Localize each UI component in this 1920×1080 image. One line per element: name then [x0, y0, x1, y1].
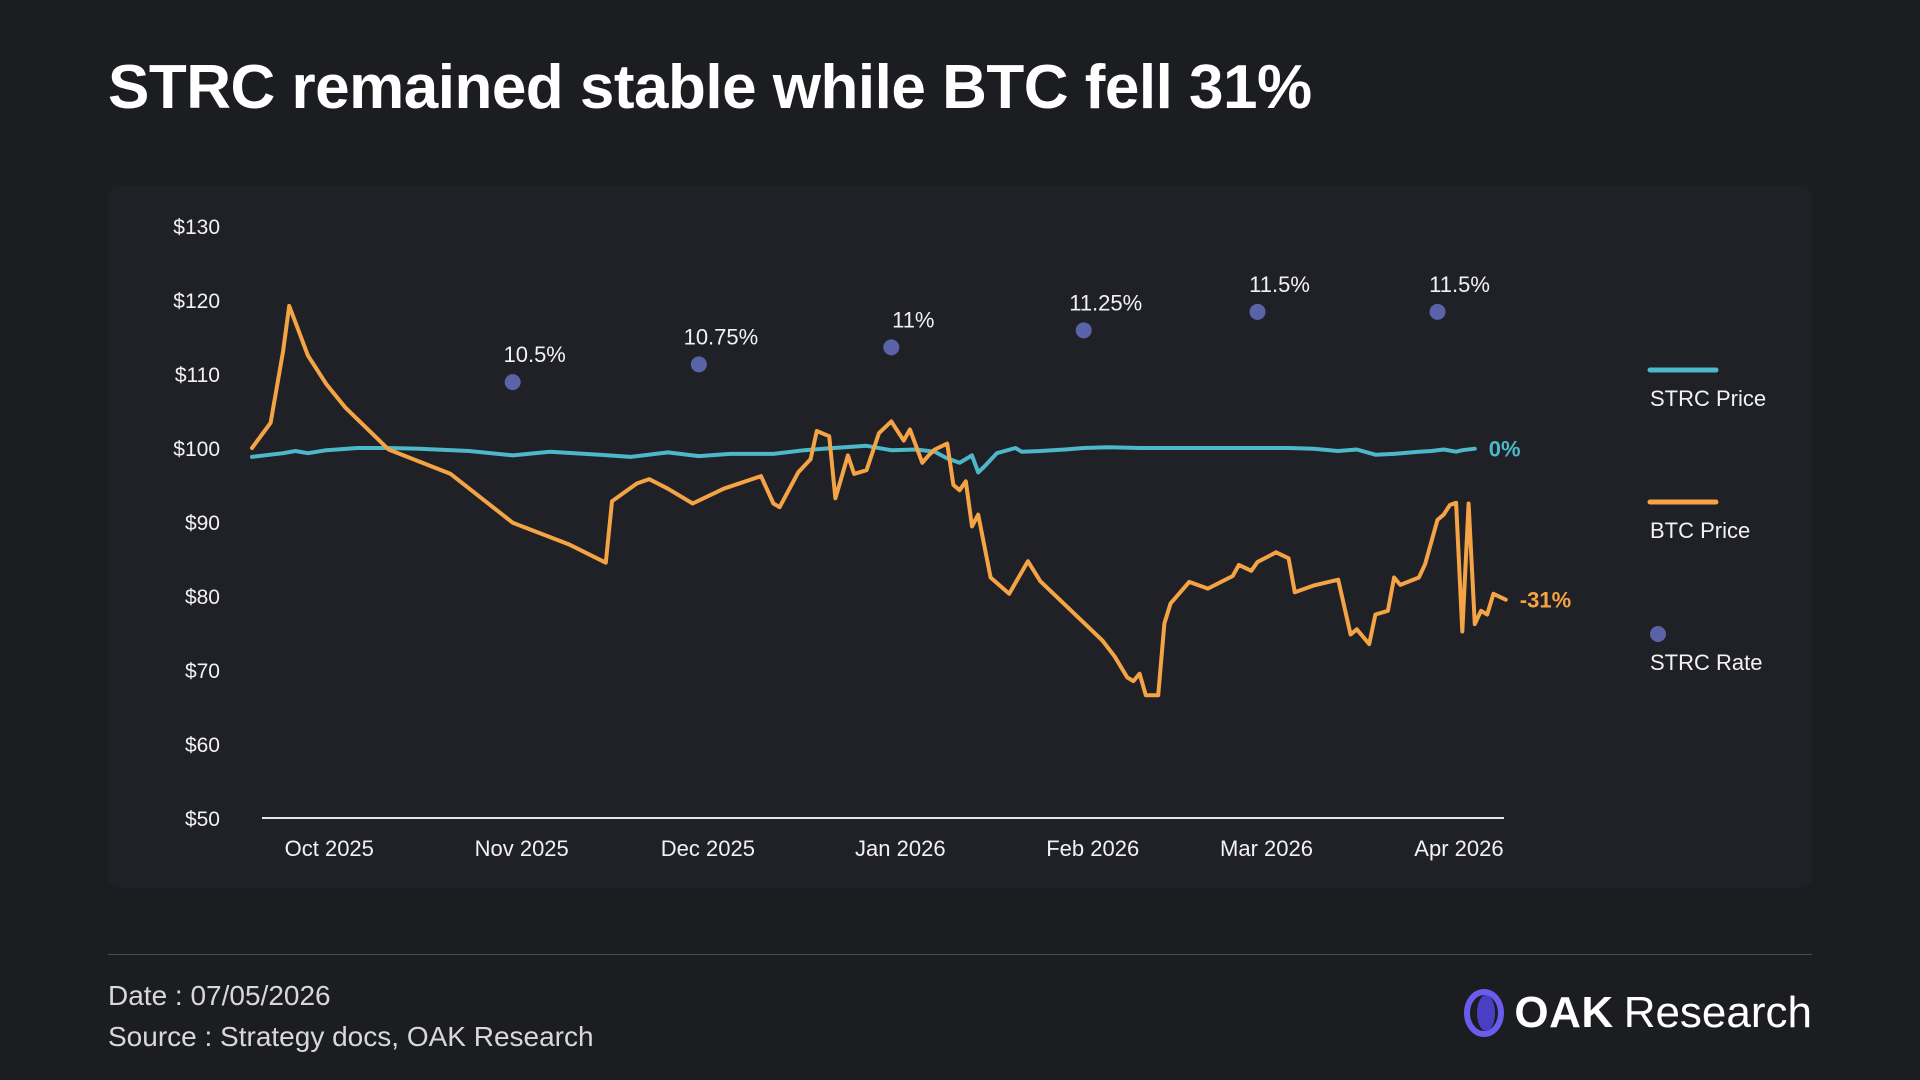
strc-rate-label: 11.5% — [1429, 272, 1490, 297]
x-tick-label: Feb 2026 — [1046, 836, 1139, 861]
y-tick-label: $70 — [185, 660, 220, 683]
y-tick-label: $100 — [173, 438, 220, 461]
x-tick-label: Oct 2025 — [285, 836, 374, 861]
brand-research-text: Research — [1623, 988, 1812, 1037]
chart-panel — [108, 186, 1812, 888]
brand-logo: OAK Research — [1464, 988, 1812, 1038]
strc-rate-dot — [883, 339, 900, 356]
brand-oak-text: OAK — [1514, 988, 1614, 1037]
y-tick-label: $120 — [173, 290, 220, 313]
page-title: STRC remained stable while BTC fell 31% — [108, 53, 1312, 122]
strc-price-line — [250, 443, 1477, 475]
oak-ring-logo-icon — [1464, 989, 1505, 1037]
footer-source: Source : Strategy docs, OAK Research — [108, 1021, 594, 1052]
strc-rate-dot — [690, 356, 707, 373]
y-tick-label: $60 — [185, 734, 220, 757]
legend-swatch — [1650, 626, 1666, 642]
x-tick-label: Apr 2026 — [1414, 836, 1503, 861]
strc-rate-label: 10.5% — [503, 342, 565, 367]
footer-date: Date : 07/05/2026 — [108, 980, 331, 1011]
x-axis-ticks: Oct 2025 Nov 2025 Dec 2025 Jan 2026 Feb 2026… — [285, 836, 1504, 861]
strc-rate-dot — [1429, 303, 1446, 320]
y-tick-label: $130 — [173, 216, 220, 239]
btc-price-end-label: -31% — [1520, 588, 1571, 613]
x-tick-label: Dec 2025 — [661, 836, 755, 861]
strc-rate-label: 11.5% — [1249, 272, 1310, 297]
y-tick-label: $110 — [175, 364, 220, 387]
strc-rate-dot — [1249, 303, 1266, 320]
strc-rate-label: 11.25% — [1069, 290, 1142, 315]
y-tick-label: $80 — [185, 586, 220, 609]
x-tick-label: Nov 2025 — [475, 836, 569, 861]
legend-label: STRC Price — [1650, 386, 1766, 411]
strc-price-end-label: 0% — [1489, 437, 1521, 462]
btc-price-line — [250, 303, 1508, 698]
footer-divider — [108, 954, 1812, 955]
x-tick-label: Mar 2026 — [1220, 836, 1313, 861]
y-axis-ticks: $130 $120 $110 $100 $90 $80 $70 $60 $50 — [173, 216, 220, 831]
strc-rate-dot — [1075, 322, 1092, 339]
legend-label: BTC Price — [1650, 518, 1750, 543]
series-end-labels: 0% -31% — [1489, 437, 1571, 613]
y-tick-label: $90 — [185, 512, 220, 535]
strc-rate-label: 11% — [892, 307, 934, 332]
strc-rate-label: 10.75% — [684, 324, 759, 349]
y-tick-label: $50 — [185, 808, 220, 831]
strc-rate-dot — [504, 374, 521, 391]
chart-legend: STRC Price BTC Price STRC Rate — [1647, 367, 1766, 675]
x-tick-label: Jan 2026 — [855, 836, 946, 861]
strc-rate-points: 10.5% 10.75% 11% 11.25% 11.5% 11.5% — [503, 272, 1490, 391]
legend-label: STRC Rate — [1650, 650, 1762, 675]
series-lines — [250, 303, 1508, 698]
